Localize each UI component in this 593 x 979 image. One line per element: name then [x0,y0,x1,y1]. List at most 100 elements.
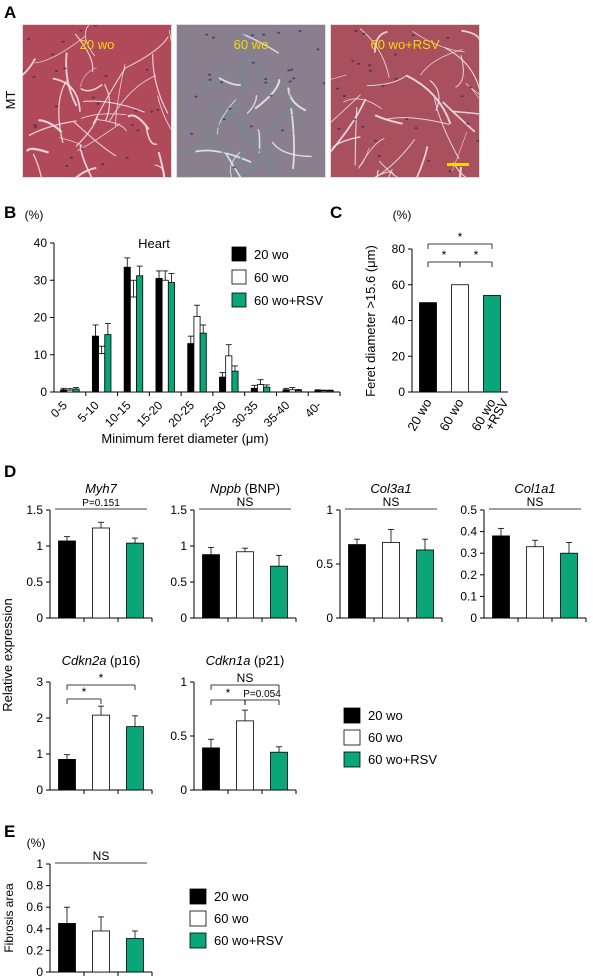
bar-60-wo-rsv [231,370,239,393]
bar-60wo-rsv [416,549,434,619]
micrograph-label: 20 wo [79,37,115,52]
y-tick-label: 0.4 [26,922,43,936]
legend-label: 60 wo+RSV [254,293,323,308]
y-tick-label: 2 [36,711,43,725]
legend-swatch [343,707,361,724]
bar-60wo [451,284,469,393]
legend-label: 60 wo [368,730,403,745]
gene-name: Nppb [210,481,241,496]
micrograph-60wo: 60 wo [176,24,326,178]
panel-letter-a: A [4,3,16,22]
y-tick-label: 10 [34,348,48,362]
panel-letter-d: D [4,462,16,481]
micrograph-label: 60 wo [233,37,269,52]
stat-label: NS [383,495,400,509]
bar-60wo-rsv [483,295,501,393]
bar-60-wo [129,296,137,393]
y-tick-label: 0 [36,965,43,979]
gene-alias: (p16) [106,653,140,668]
y-tick-label: 1 [36,747,43,761]
bar-20-wo [60,389,68,393]
y-tick-label: 40 [34,236,48,250]
x-tick-label: 0-5 [48,398,70,420]
panel-letter-e: E [4,822,15,841]
y-tick-label: 0 [326,611,333,625]
legend-swatch [343,751,361,768]
y-tick-label: 20 [34,311,48,325]
gene-alias: (BNP) [241,481,280,496]
x-tick-label: 25-30 [197,398,229,430]
micrograph-60wo-rsv: 60 wo+RSV [330,24,480,178]
bar-60-wo-rsv [167,282,175,393]
legend-label: 20 wo [254,247,289,262]
bar-20wo [492,535,510,619]
gene-alias: (p21) [250,653,284,668]
y-tick-label: 0 [398,385,405,399]
bar-20-wo [314,390,322,393]
y-tick-label: 0 [470,611,477,625]
bar-60wo-rsv [126,726,144,791]
bar-20wo [58,540,76,619]
stat-label: NS [527,495,544,509]
bar-20-wo [123,266,131,393]
bar-60-wo [98,353,106,393]
y-tick-label: 0.3 [460,546,477,560]
y-axis-title: Feret diameter >15.6 (μm) [363,245,378,397]
gene-title: Nppb (BNP) [210,481,280,496]
bar-20wo [348,544,366,619]
stat-label: NS [237,495,254,509]
bar-60-wo [225,355,233,393]
bar-60wo [382,542,400,619]
y-tick-label: 20 [392,349,406,363]
legend-swatch [231,292,247,308]
y-tick-label: 0.2 [26,943,43,957]
legend-swatch [231,246,247,262]
y-tick-label: 0 [36,611,43,625]
x-tick-label: 30-35 [229,398,261,430]
sig-bracket-label: * [458,230,463,244]
y-tick-label: 1.5 [26,503,43,517]
legend-label: 60 wo+RSV [368,752,437,767]
bar-60wo [92,930,110,973]
panel-letter-b: B [4,203,16,222]
stat-label: P=0.151 [82,498,120,509]
y-tick-label: 40 [392,314,406,328]
gene-title: Col3a1 [370,481,411,496]
y-tick-label: 0.5 [460,503,477,517]
bar-20wo [58,759,76,791]
legend-label: 60 wo [214,911,249,926]
relative-expression-label: Relative expression [0,598,15,711]
gene-name: Cdkn1a [206,653,251,668]
y-tick-label: 0.1 [460,589,477,603]
y-tick-label: 0.5 [26,575,43,589]
legend-swatch [189,888,207,905]
bar-60-wo-rsv [295,390,303,393]
legend-label: 20 wo [214,889,249,904]
panel-letter-c: C [330,203,342,222]
unit-label: (%) [25,208,44,222]
y-tick-label: 1 [326,503,333,517]
micrograph-texture [331,25,479,177]
bar-60wo-rsv [126,542,144,619]
bar-60wo-rsv [560,552,578,619]
x-tick-label: 5-10 [75,398,102,425]
gene-name: Col3a1 [370,481,411,496]
chart-title: Heart [138,236,170,251]
legend-label: 20 wo [368,708,403,723]
sig-bracket-label: P=0.054 [243,689,281,700]
bar-60wo-rsv [270,751,288,791]
y-tick-label: 0.5 [170,575,187,589]
scale-bar [447,163,469,166]
bar-60wo-rsv [126,938,144,973]
bar-20-wo [250,387,258,393]
sig-bracket-label: * [226,686,231,700]
sig-bracket-label: * [474,248,479,262]
sig-bracket-label: * [99,671,104,685]
micrograph-texture [23,25,171,177]
bar-60-wo [161,279,169,393]
bar-20-wo [282,389,290,393]
y-tick-label: 0.5 [316,557,333,571]
bar-60-wo [257,384,265,393]
